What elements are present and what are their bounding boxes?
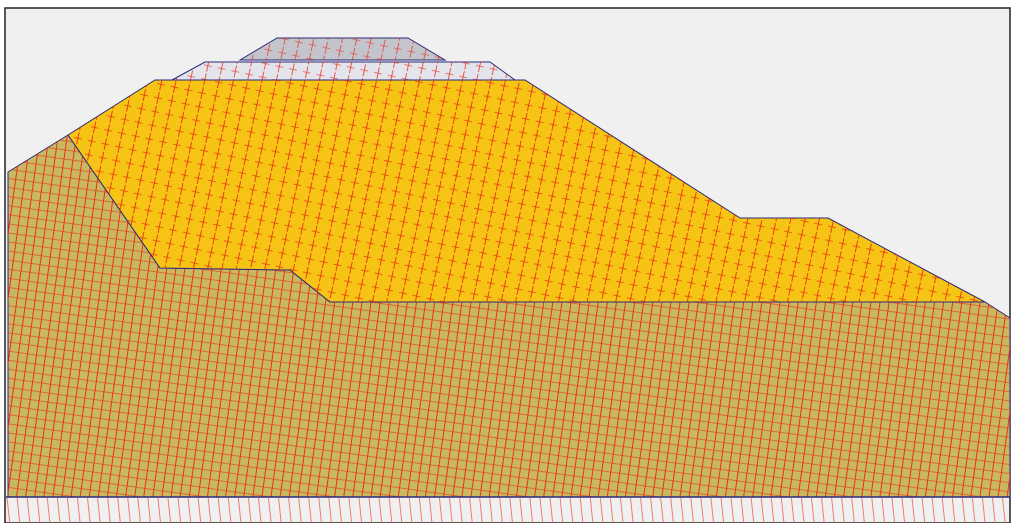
crest-stress-crosses — [240, 38, 445, 60]
embankment-stress-crosses — [68, 80, 985, 302]
top-band-stress-crosses — [172, 62, 515, 80]
foundation-stress-crosses — [8, 135, 1010, 497]
base-stress-lines — [6, 498, 1009, 523]
